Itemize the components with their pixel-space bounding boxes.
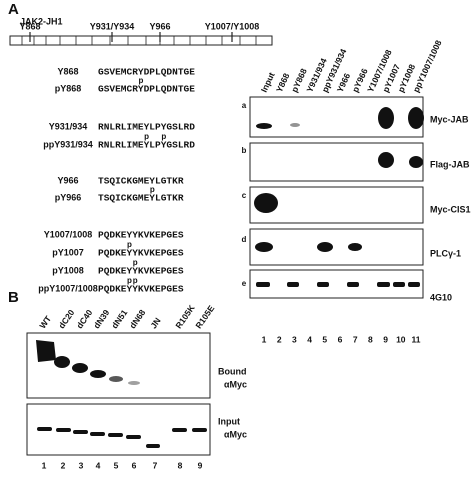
peptide-sequence: RNLRLIMEYLPYGSLRD — [98, 122, 195, 133]
peptide-sequence: TSQICKGMEYLGTKR — [98, 193, 184, 204]
lane-number: 9 — [198, 460, 203, 470]
peptide-name: pY966 — [55, 192, 82, 202]
antibody-label: αMyc — [224, 429, 247, 439]
peptide-sequence: PQDKEYYKVKEPGES — [98, 230, 184, 241]
blot-letter: b — [242, 146, 247, 155]
lane-label: dN39 — [91, 307, 111, 330]
lane-number: 5 — [114, 460, 119, 470]
lane-number: 5 — [322, 334, 327, 344]
lane-number: 11 — [412, 334, 421, 344]
peptide-sequence: PQDKEYYKVKEPGES — [98, 284, 184, 295]
antibody-label: αMyc — [224, 379, 247, 389]
lane-label: R105K — [173, 302, 197, 330]
phospho-mark: p — [127, 276, 132, 285]
lane-number: 6 — [132, 460, 137, 470]
lane-number: 3 — [79, 460, 84, 470]
lane-label: dN68 — [127, 307, 147, 330]
lane-number: 10 — [396, 334, 406, 344]
panel-label: B — [8, 289, 19, 306]
blot-letter: e — [242, 279, 247, 288]
lane-number: 7 — [353, 334, 358, 344]
blot-bands — [249, 96, 424, 299]
site-label: Y931/Y934 — [90, 21, 135, 31]
lane-label: dC20 — [56, 307, 76, 330]
lane-number: 1 — [42, 460, 47, 470]
phospho-mark: p — [138, 76, 143, 85]
blot-label: 4G10 — [430, 292, 452, 302]
blot-label: Bound — [218, 366, 247, 376]
peptide-sequence: RNLRLIMEYLPYGSLRD — [98, 140, 195, 151]
blot-label: Myc-JAB — [430, 114, 469, 124]
blot-label: Input — [218, 416, 240, 426]
phospho-mark: p — [133, 258, 138, 267]
lane-number: 4 — [307, 334, 312, 344]
peptide-name: Y966 — [57, 175, 78, 185]
peptide-name: pY1007 — [52, 247, 84, 257]
blot-label: PLCγ-1 — [430, 248, 461, 258]
site-label: Y966 — [149, 21, 170, 31]
blot-label: Flag-JAB — [430, 159, 470, 169]
lane-number: 1 — [262, 334, 267, 344]
blot-label: Myc-CIS1 — [430, 204, 471, 214]
phospho-mark: p — [133, 276, 138, 285]
phospho-mark: p — [150, 185, 155, 194]
peptide-sequence: PQDKEYYKVKEPGES — [98, 266, 184, 277]
lane-number: 4 — [96, 460, 101, 470]
peptide-sequence: PQDKEYYKVKEPGES — [98, 248, 184, 259]
lane-number: 2 — [61, 460, 66, 470]
lane-number: 2 — [277, 334, 282, 344]
peptide-sequence: GSVEMCRYDPLQDNTGE — [98, 67, 195, 78]
peptide-sequence: TSQICKGMEYLGTKR — [98, 176, 184, 187]
lane-number: 7 — [153, 460, 158, 470]
lane-label: R105E — [193, 303, 216, 330]
site-label: Y868 — [19, 21, 40, 31]
site-label: Y1007/Y1008 — [205, 21, 260, 31]
domain-bar — [9, 32, 273, 46]
peptide-name: pY868 — [55, 83, 82, 93]
phospho-mark: p — [161, 132, 166, 141]
protein-name: JAK2-JH1 — [20, 16, 63, 26]
lane-number: 8 — [368, 334, 373, 344]
lane-number: 6 — [338, 334, 343, 344]
phospho-mark: p — [127, 240, 132, 249]
peptide-name: ppY1007/1008 — [38, 283, 98, 293]
peptide-sequence: GSVEMCRYDPLQDNTGE — [98, 84, 195, 95]
peptide-name: ppY931/934 — [43, 139, 93, 149]
lane-label: ppY1007/1008 — [411, 38, 444, 93]
lane-number: 8 — [178, 460, 183, 470]
lane-number: 9 — [383, 334, 388, 344]
peptide-name: pY1008 — [52, 265, 84, 275]
lane-label: WT — [37, 313, 53, 330]
lane-number: 3 — [292, 334, 297, 344]
lane-label: JN — [148, 316, 162, 331]
peptide-name: Y1007/1008 — [44, 229, 93, 239]
blot-bands — [26, 332, 211, 456]
lane-label: dN51 — [109, 307, 129, 330]
phospho-mark: p — [144, 132, 149, 141]
peptide-name: Y868 — [57, 66, 78, 76]
lane-label: dC40 — [74, 307, 94, 330]
blot-letter: c — [242, 191, 247, 200]
blot-letter: d — [242, 235, 247, 244]
panel-label: A — [8, 1, 19, 18]
blot-letter: a — [242, 101, 247, 110]
peptide-name: Y931/934 — [49, 121, 88, 131]
